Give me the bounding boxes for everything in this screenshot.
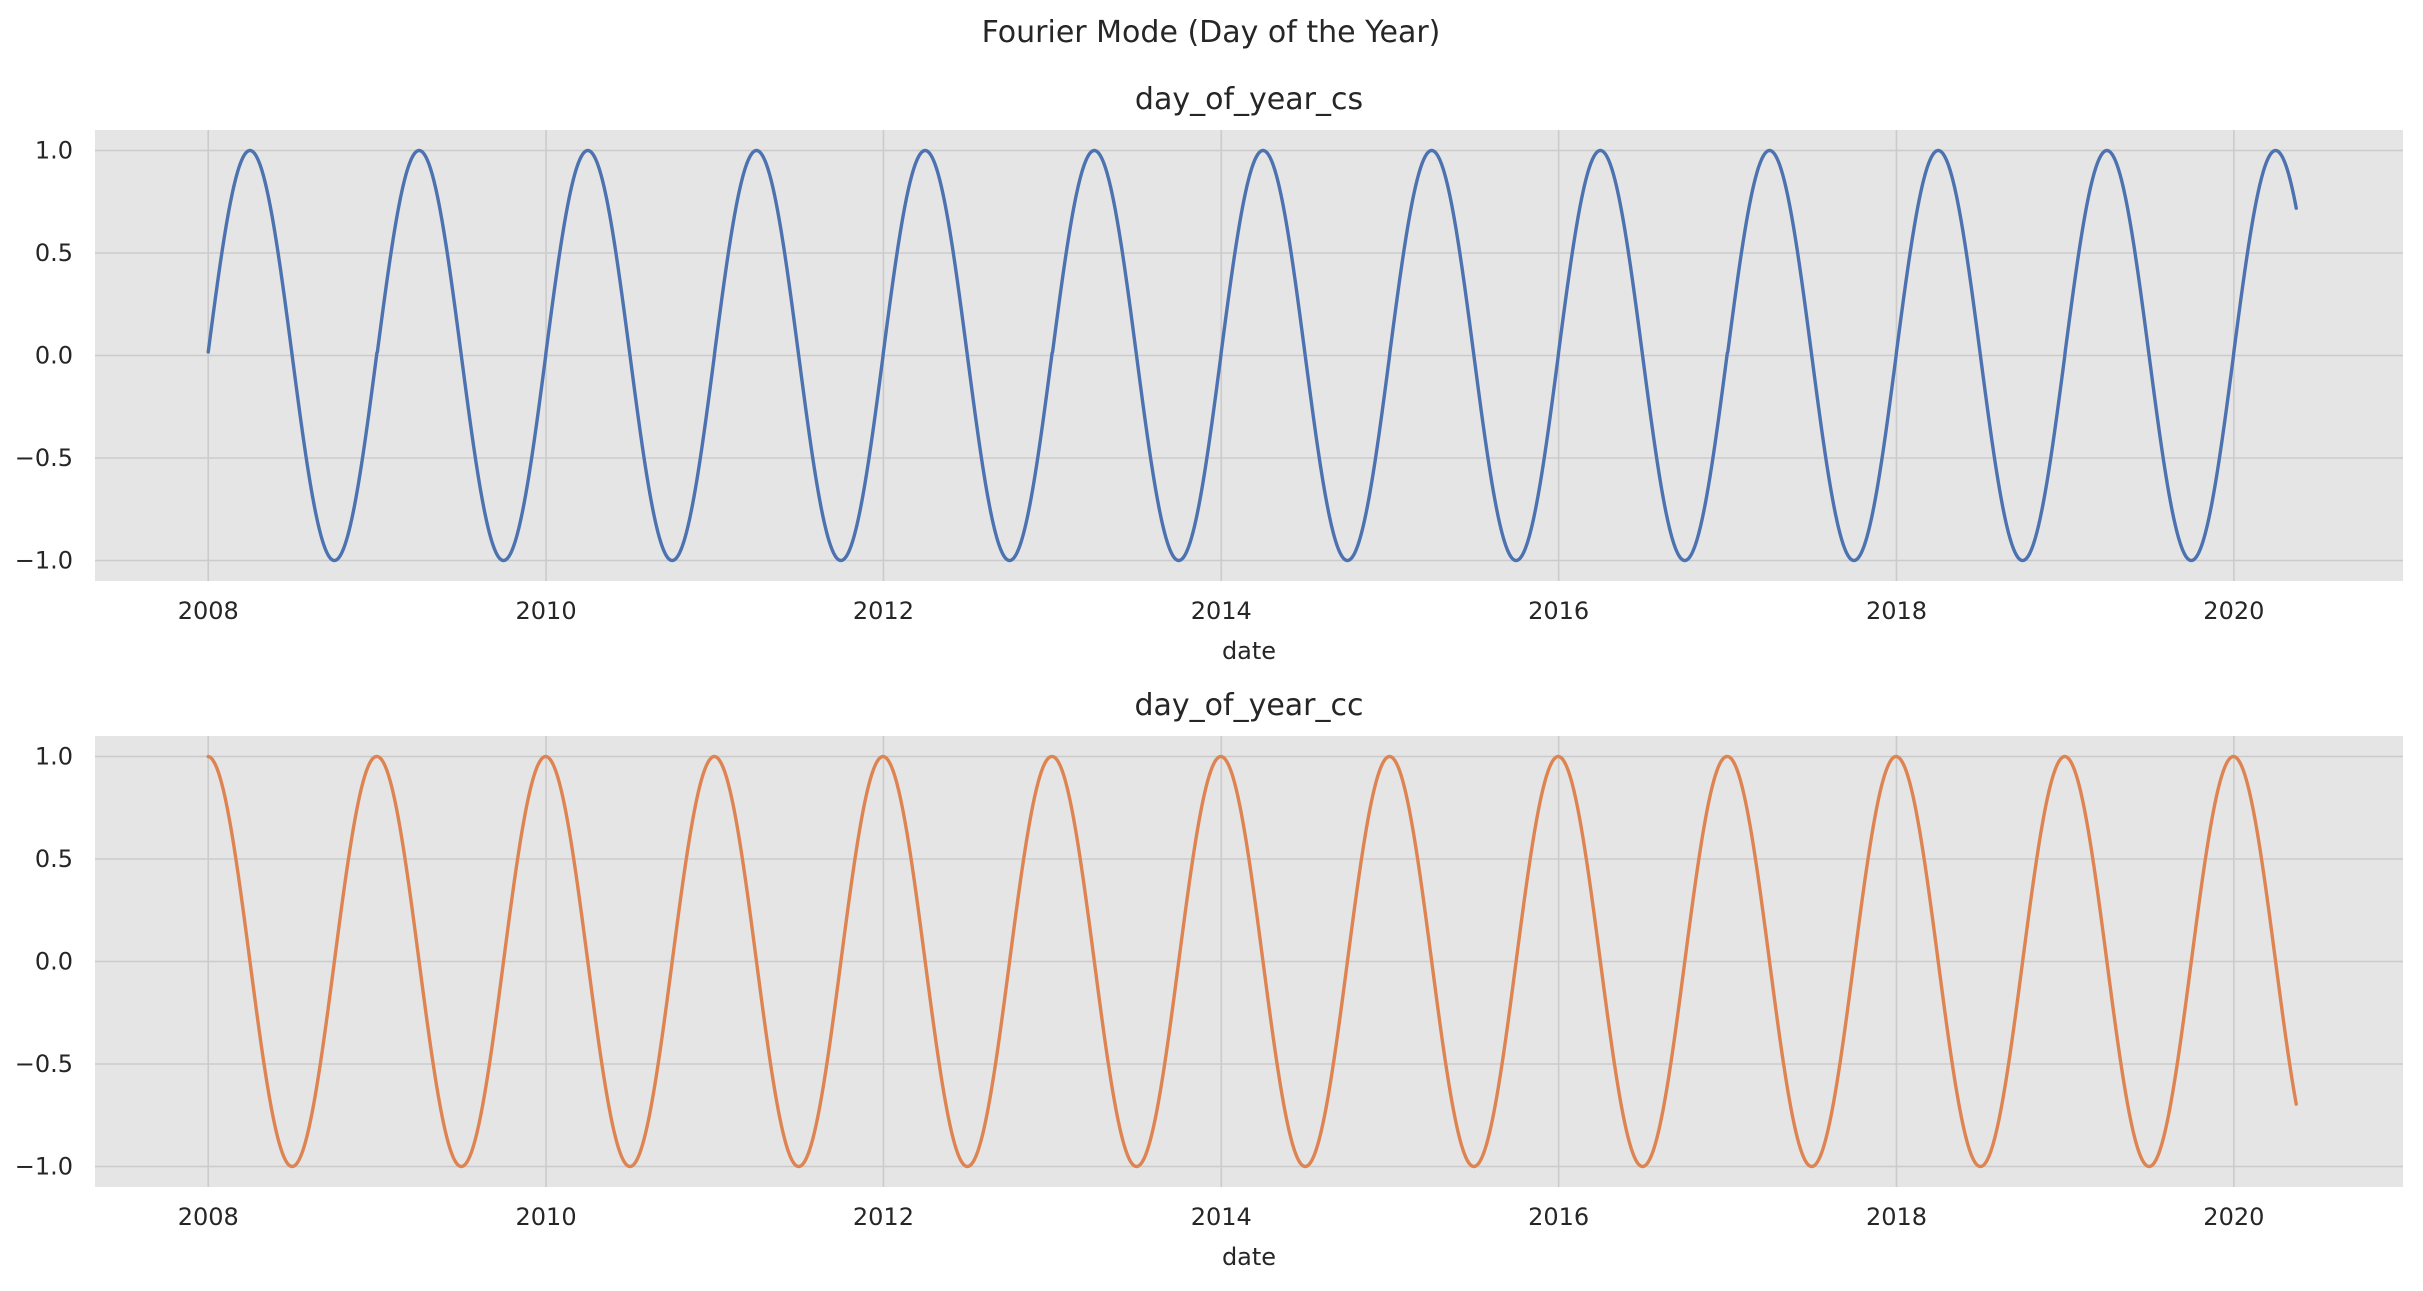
x-tick-label: 2014 xyxy=(1191,1203,1252,1231)
y-tick-labels: 1.0 0.5 0.0 −0.5 −1.0 xyxy=(15,743,73,1181)
x-tick-label: 2012 xyxy=(853,1203,914,1231)
subplot-title: day_of_year_cs xyxy=(1135,82,1363,117)
gridlines xyxy=(95,736,2403,1187)
x-tick-label: 2010 xyxy=(516,1203,577,1231)
x-tick-label: 2020 xyxy=(2203,1203,2264,1231)
y-tick-labels: 1.0 0.5 0.0 −0.5 −1.0 xyxy=(15,137,73,575)
x-tick-label: 2012 xyxy=(853,597,914,625)
x-tick-label: 2018 xyxy=(1866,597,1927,625)
x-tick-label: 2008 xyxy=(178,1203,239,1231)
y-tick-label: 0.5 xyxy=(35,239,73,267)
x-tick-labels: 2008 2010 2012 2014 2016 2018 2020 xyxy=(178,597,2265,625)
y-tick-label: 0.0 xyxy=(35,948,73,976)
subplot-day-of-year-cs: day_of_year_cs 2008 2010 2012 2014 2016 2018 2… xyxy=(15,82,2403,665)
y-tick-label: 0.0 xyxy=(35,342,73,370)
y-tick-label: −0.5 xyxy=(15,444,73,472)
x-tick-label: 2014 xyxy=(1191,597,1252,625)
subplot-day-of-year-cc: day_of_year_cc 2008 2010 2012 2014 2016 2018 2… xyxy=(15,688,2403,1271)
figure-title: Fourier Mode (Day of the Year) xyxy=(982,15,1441,50)
y-tick-label: 1.0 xyxy=(35,743,73,771)
y-tick-label: 1.0 xyxy=(35,137,73,165)
series-line xyxy=(206,148,2298,563)
x-tick-label: 2008 xyxy=(178,597,239,625)
y-tick-label: 0.5 xyxy=(35,845,73,873)
gridlines xyxy=(95,130,2403,581)
x-axis-label: date xyxy=(1222,637,1276,665)
x-tick-labels: 2008 2010 2012 2014 2016 2018 2020 xyxy=(178,1203,2265,1231)
y-tick-label: −0.5 xyxy=(15,1050,73,1078)
x-tick-label: 2020 xyxy=(2203,597,2264,625)
y-tick-label: −1.0 xyxy=(15,547,73,575)
x-tick-label: 2010 xyxy=(516,597,577,625)
series-line xyxy=(206,754,2298,1169)
x-tick-label: 2018 xyxy=(1866,1203,1927,1231)
x-tick-label: 2016 xyxy=(1528,597,1589,625)
x-tick-label: 2016 xyxy=(1528,1203,1589,1231)
x-axis-label: date xyxy=(1222,1243,1276,1271)
subplot-title: day_of_year_cc xyxy=(1134,688,1363,723)
y-tick-label: −1.0 xyxy=(15,1153,73,1181)
